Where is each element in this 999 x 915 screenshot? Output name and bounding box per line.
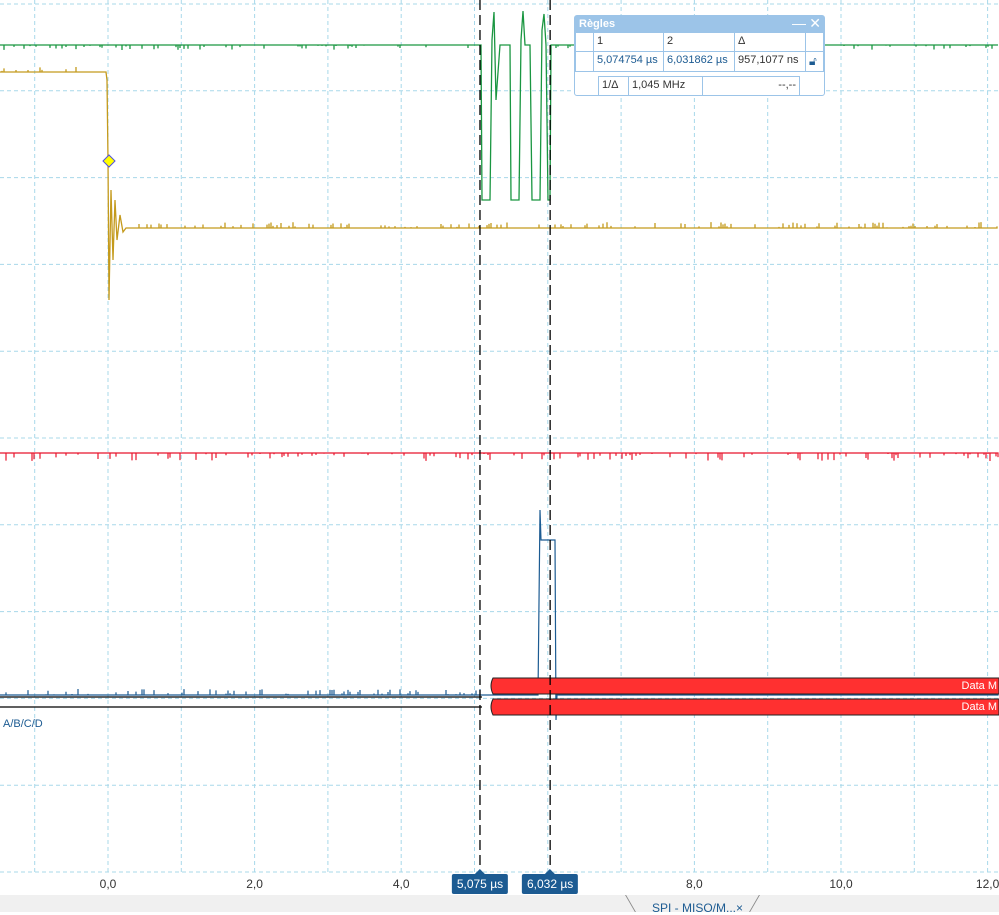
packet-bar-1[interactable]: [491, 678, 999, 694]
scope-plot-area[interactable]: [0, 0, 999, 895]
tick-label: 12,0: [976, 877, 999, 891]
packet-label-2: Data M: [962, 701, 997, 713]
tick-label: 2,0: [246, 877, 263, 891]
channel-a-trace: [0, 11, 998, 200]
inverse-delta-label: 1/Δ: [598, 76, 629, 96]
channel-b-trace: [0, 67, 997, 300]
grid: [0, 0, 999, 872]
tab-label: SPI - MISO/M...: [652, 901, 736, 915]
ruler-delta-value: 957,1077 ns: [734, 51, 806, 72]
extra-value: --,--: [702, 76, 800, 96]
header-delta: Δ: [734, 32, 806, 52]
header-1: 1: [593, 32, 664, 52]
tick-label: 8,0: [686, 877, 703, 891]
tab-close-button[interactable]: ×: [736, 901, 743, 915]
tab-bar: SPI - MISO/M... ×: [0, 895, 999, 912]
frequency-value: 1,045 MHz: [628, 76, 703, 96]
cursor-2-tag[interactable]: 6,032 µs: [522, 874, 578, 894]
header-2: 2: [663, 32, 735, 52]
bus-name-label: A/B/C/D: [3, 718, 43, 730]
ruler-2-value[interactable]: 6,031862 µs: [663, 51, 735, 72]
rulers-panel[interactable]: Règles — ✕ 1 2 Δ 5,074754 µs 6,031862 µs…: [574, 15, 825, 96]
tick-label: 0,0: [100, 877, 117, 891]
ruler-1-value[interactable]: 5,074754 µs: [593, 51, 664, 72]
tick-label: 10,0: [829, 877, 852, 891]
tab-spi-decoder[interactable]: SPI - MISO/M... ×: [630, 895, 755, 912]
cursor-1-tag[interactable]: 5,075 µs: [452, 874, 508, 894]
tick-label: 4,0: [393, 877, 410, 891]
rulers-title: Règles: [579, 18, 615, 30]
packet-label-1: Data M: [962, 680, 997, 692]
trigger-marker-icon[interactable]: [103, 155, 115, 167]
channel-c-trace: [0, 453, 998, 461]
unlock-icon[interactable]: 🔓︎: [805, 51, 824, 72]
close-button[interactable]: ✕: [809, 16, 821, 31]
packet-bar-2[interactable]: [491, 699, 999, 715]
serial-bus-decode[interactable]: [0, 678, 999, 715]
minimize-button[interactable]: —: [792, 16, 806, 31]
